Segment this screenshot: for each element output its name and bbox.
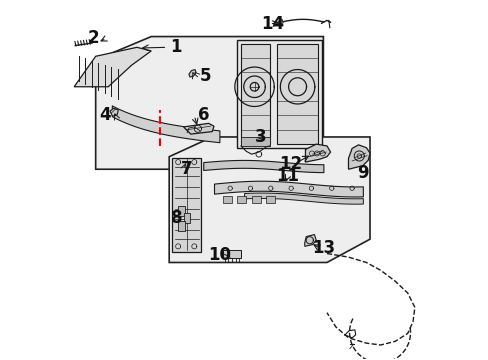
- Polygon shape: [188, 69, 196, 77]
- Polygon shape: [276, 44, 317, 144]
- Text: 1: 1: [170, 38, 182, 56]
- Polygon shape: [169, 137, 369, 262]
- Polygon shape: [223, 250, 241, 258]
- Polygon shape: [265, 196, 274, 203]
- Polygon shape: [304, 234, 316, 246]
- Text: 13: 13: [311, 239, 334, 257]
- Polygon shape: [241, 44, 269, 144]
- Text: 8: 8: [170, 209, 182, 227]
- Text: 12: 12: [279, 155, 302, 173]
- Polygon shape: [223, 196, 231, 203]
- Polygon shape: [96, 37, 323, 169]
- Text: 2: 2: [88, 30, 100, 48]
- Polygon shape: [251, 196, 260, 203]
- Text: 11: 11: [275, 167, 299, 185]
- Text: 7: 7: [181, 160, 193, 178]
- Text: 6: 6: [197, 107, 208, 125]
- Polygon shape: [241, 137, 269, 146]
- Polygon shape: [178, 221, 184, 231]
- Text: 10: 10: [207, 246, 230, 264]
- Polygon shape: [172, 158, 201, 252]
- Polygon shape: [348, 145, 369, 169]
- Polygon shape: [237, 40, 321, 148]
- Polygon shape: [277, 19, 283, 25]
- Text: 5: 5: [199, 67, 210, 85]
- Polygon shape: [183, 123, 214, 134]
- Polygon shape: [183, 213, 190, 223]
- Text: 4: 4: [99, 107, 110, 125]
- Text: 14: 14: [261, 15, 284, 33]
- Polygon shape: [237, 196, 246, 203]
- Text: 3: 3: [254, 128, 266, 146]
- Text: 9: 9: [356, 164, 368, 182]
- Polygon shape: [110, 108, 118, 116]
- Polygon shape: [178, 206, 184, 216]
- Polygon shape: [305, 144, 330, 162]
- Polygon shape: [74, 47, 151, 87]
